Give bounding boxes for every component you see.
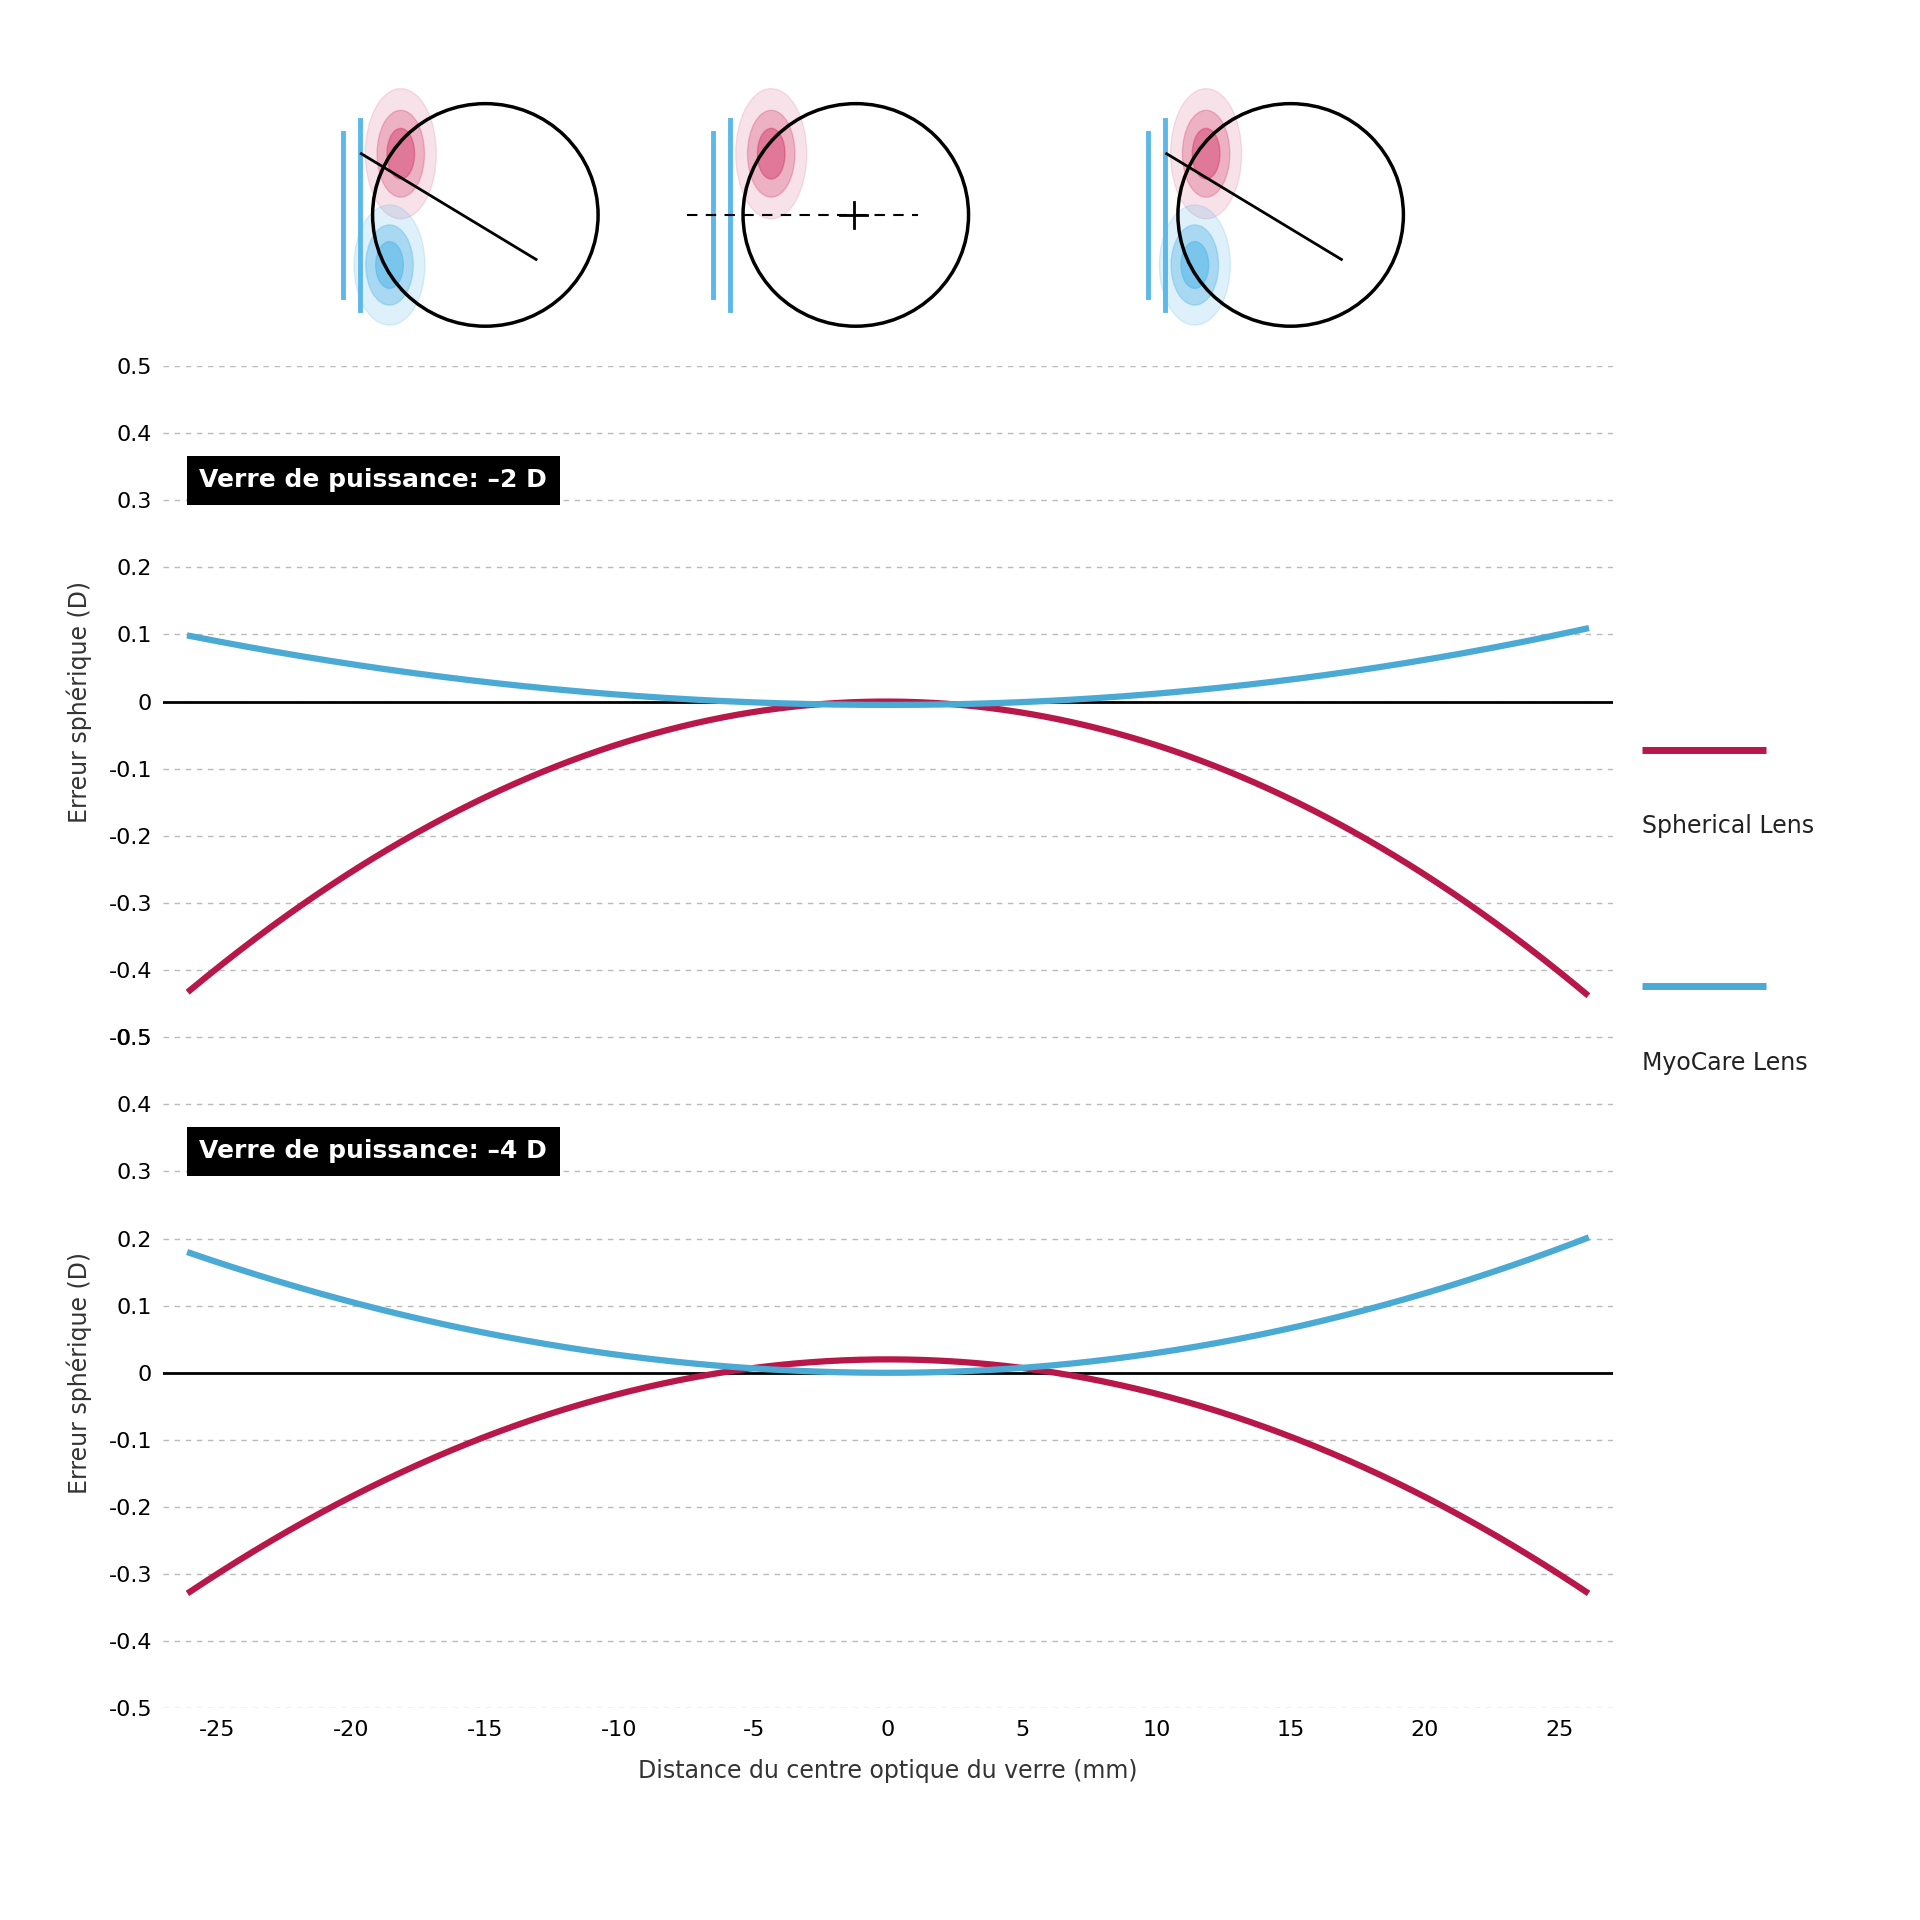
Ellipse shape — [1171, 88, 1242, 219]
Text: Verre de puissance: –4 D: Verre de puissance: –4 D — [200, 1139, 547, 1164]
Ellipse shape — [1160, 205, 1231, 324]
Ellipse shape — [1171, 225, 1219, 305]
Ellipse shape — [376, 109, 424, 198]
Ellipse shape — [1181, 242, 1210, 288]
Ellipse shape — [367, 225, 413, 305]
X-axis label: Distance du centre optique du verre (mm): Distance du centre optique du verre (mm) — [637, 1759, 1139, 1784]
Ellipse shape — [756, 129, 785, 179]
Ellipse shape — [735, 88, 806, 219]
Ellipse shape — [1192, 129, 1219, 179]
Ellipse shape — [1183, 109, 1231, 198]
Ellipse shape — [365, 88, 436, 219]
Text: Spherical Lens: Spherical Lens — [1642, 814, 1814, 837]
Y-axis label: Erreur sphérique (D): Erreur sphérique (D) — [67, 1252, 92, 1494]
Text: MyoCare Lens: MyoCare Lens — [1642, 1050, 1807, 1075]
Y-axis label: Erreur sphérique (D): Erreur sphérique (D) — [67, 580, 92, 822]
Ellipse shape — [747, 109, 795, 198]
Ellipse shape — [353, 205, 424, 324]
Ellipse shape — [388, 129, 415, 179]
Text: Verre de puissance: –2 D: Verre de puissance: –2 D — [200, 468, 547, 492]
Ellipse shape — [376, 242, 403, 288]
